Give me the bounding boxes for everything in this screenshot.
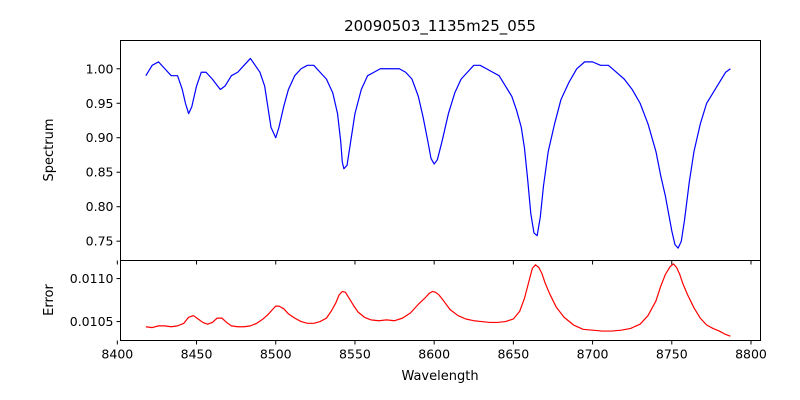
spectrum-y-axis-label: Spectrum bbox=[42, 119, 57, 182]
error-y-ticks: 0.0105 0.0110 bbox=[70, 271, 121, 329]
error-panel: Error Wavelength 0.0105 0.0110 8400 8450 85… bbox=[42, 260, 767, 384]
error-x-ticks: 8400 8450 8500 8550 8600 8650 8700 8750 8800 bbox=[101, 340, 767, 362]
error-y-tick-label: 0.0110 bbox=[70, 271, 114, 286]
x-tick-label: 8700 bbox=[577, 347, 609, 362]
x-axis-label: Wavelength bbox=[401, 369, 478, 384]
error-y-tick-label: 0.0105 bbox=[70, 314, 114, 329]
spectrum-x-ticks bbox=[116, 260, 752, 265]
error-y-axis-label: Error bbox=[42, 284, 57, 316]
spectrum-y-ticks: 0.75 0.80 0.85 0.90 0.95 1.00 bbox=[86, 61, 121, 249]
chart-title: 20090503_1135m25_055 bbox=[344, 17, 536, 36]
x-tick-label: 8400 bbox=[101, 347, 133, 362]
spectrum-y-tick-label: 0.80 bbox=[86, 199, 114, 214]
spectrum-y-tick-label: 0.95 bbox=[86, 96, 114, 111]
x-tick-label: 8800 bbox=[735, 347, 767, 362]
spectrum-y-tick-label: 0.75 bbox=[86, 234, 114, 249]
spectrum-series-line-0 bbox=[145, 57, 731, 249]
x-tick-label: 8550 bbox=[339, 347, 371, 362]
spectrum-y-tick-label: 1.00 bbox=[86, 61, 114, 76]
x-tick-label: 8750 bbox=[656, 347, 688, 362]
error-series-line-0 bbox=[145, 263, 731, 337]
spectrum-plot-area bbox=[145, 57, 731, 249]
spectrum-y-tick-label: 0.85 bbox=[86, 165, 114, 180]
x-tick-label: 8650 bbox=[497, 347, 529, 362]
spectrum-y-tick-label: 0.90 bbox=[86, 130, 114, 145]
x-tick-label: 8450 bbox=[181, 347, 213, 362]
x-tick-label: 8600 bbox=[418, 347, 450, 362]
error-axes-frame bbox=[120, 260, 761, 341]
error-plot-area bbox=[145, 263, 731, 337]
x-tick-label: 8500 bbox=[260, 347, 292, 362]
